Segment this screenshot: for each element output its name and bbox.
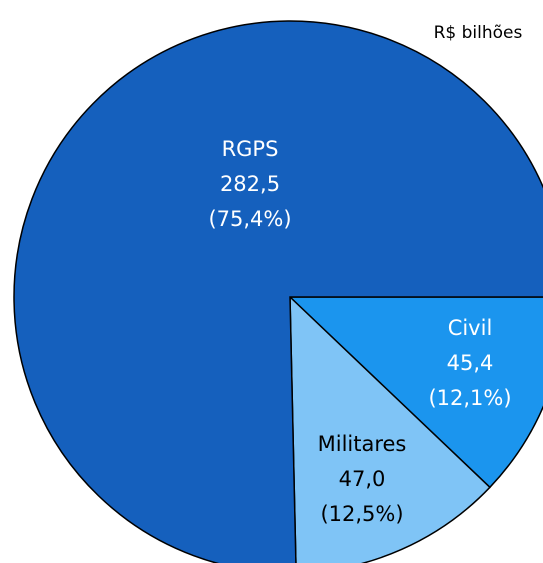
slice-value: 282,5 (220, 172, 280, 196)
pie-slice (13, 20, 543, 563)
pie-slice (289, 295, 491, 563)
unit-label: R$ bilhões (434, 23, 523, 43)
slice-label: Civil (448, 316, 493, 340)
slice-value: 45,4 (447, 351, 494, 375)
slice-percent: (75,4%) (208, 207, 291, 231)
slice-label: RGPS (222, 137, 279, 161)
slice-label: Militares (318, 432, 407, 456)
pie-slice (288, 296, 543, 489)
slice-percent: (12,1%) (428, 386, 511, 410)
slice-value: 47,0 (339, 467, 386, 491)
slice-percent: (12,5%) (320, 502, 403, 526)
